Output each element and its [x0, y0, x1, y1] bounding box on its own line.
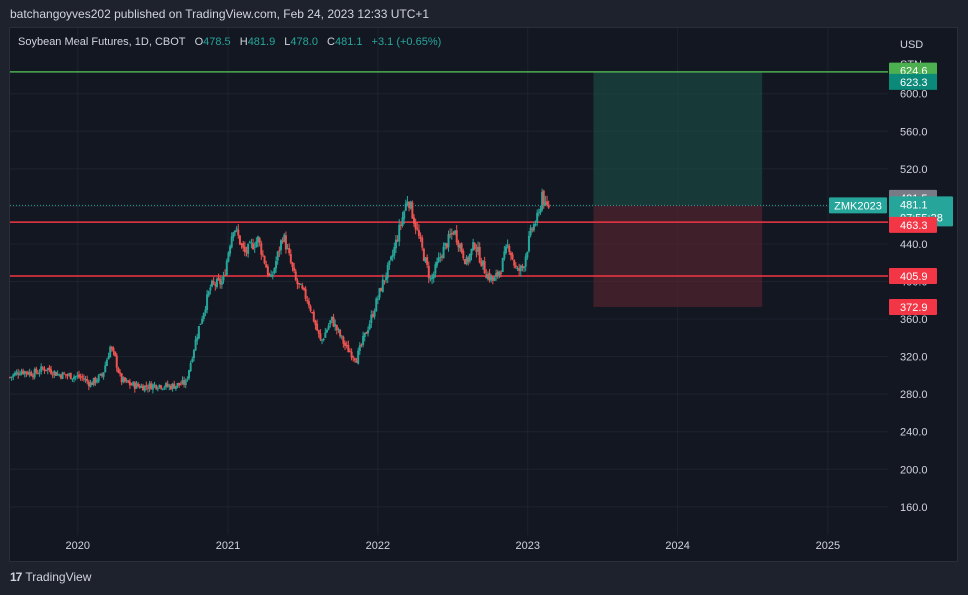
low-label: L — [284, 36, 291, 48]
currency-selector[interactable]: USD STN — [900, 35, 923, 75]
low-value: 478.0 — [290, 36, 318, 48]
symbol-name: Soybean Meal Futures, 1D, CBOT — [18, 36, 186, 48]
footer-brand: 17 TradingView — [10, 570, 91, 584]
chart-frame[interactable]: Soybean Meal Futures, 1D, CBOT O478.5 H4… — [9, 27, 958, 562]
high-label: H — [239, 36, 248, 48]
high-value: 481.9 — [247, 36, 276, 48]
tradingview-brand-text: TradingView — [25, 570, 92, 584]
symbol-legend: Soybean Meal Futures, 1D, CBOT O478.5 H4… — [18, 36, 441, 48]
tradingview-logo-icon: 17 — [10, 570, 22, 584]
close-label: C — [327, 36, 335, 48]
close-value: 481.1 — [334, 36, 363, 48]
change-value: +3.1 (+0.65%) — [371, 36, 442, 48]
open-label: O — [194, 36, 204, 48]
currency-usd[interactable]: USD — [900, 39, 924, 51]
open-value: 478.5 — [203, 36, 231, 48]
publish-info: batchangoyves202 published on TradingVie… — [10, 7, 430, 21]
currency-stn[interactable]: STN — [900, 59, 922, 71]
